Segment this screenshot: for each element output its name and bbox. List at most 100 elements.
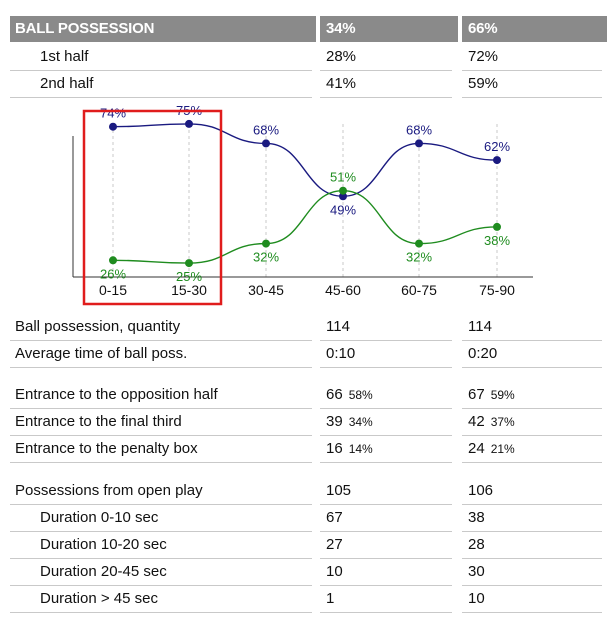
divider — [462, 612, 602, 613]
stat-label: Entrance to the penalty box — [15, 440, 198, 457]
stat-team2-value: 106 — [468, 482, 494, 499]
data-point — [185, 119, 193, 128]
divider — [462, 408, 602, 409]
data-point — [109, 122, 117, 131]
stat-team1-value: 66 — [326, 386, 343, 403]
stat-team2-cell: 24 21% — [468, 436, 515, 462]
stat-team1-percent: 58% — [348, 388, 373, 402]
data-label: 68% — [253, 122, 279, 137]
stat-team1-cell: 27 — [326, 532, 343, 558]
divider — [10, 367, 312, 368]
stat-label: Duration 20-45 sec — [40, 563, 167, 580]
x-tick-label: 15-30 — [171, 282, 207, 298]
data-point — [493, 156, 501, 165]
stat-team2-cell: 42 37% — [468, 409, 515, 435]
stat-team1-cell: 0:10 — [326, 341, 355, 367]
stat-team2-value: 114 — [468, 318, 492, 335]
stat-row: Duration 10-20 sec 27 28 — [0, 532, 613, 558]
header-title: BALL POSSESSION — [15, 20, 155, 37]
stat-team1-value: 16 — [326, 440, 343, 457]
stat-row: Duration > 45 sec 1 10 — [0, 586, 613, 612]
data-label: 26% — [100, 266, 126, 281]
divider — [462, 435, 602, 436]
stat-team1-percent: 34% — [348, 415, 373, 429]
divider — [462, 504, 602, 505]
divider — [10, 97, 312, 98]
stat-team1-cell: 1 — [326, 586, 334, 612]
divider — [10, 340, 312, 341]
divider — [320, 367, 452, 368]
x-tick-label: 0-15 — [99, 282, 127, 298]
divider — [462, 70, 602, 71]
data-point — [185, 259, 193, 268]
stat-team2-percent: 21% — [490, 442, 515, 456]
stat-row: Entrance to the penalty box 16 14% 24 21% — [0, 436, 613, 462]
stat-label: Possessions from open play — [15, 482, 203, 499]
series-line — [112, 123, 498, 197]
divider — [320, 435, 452, 436]
header-team1-cell: 34% — [320, 16, 458, 42]
stat-team1-cell: 16 14% — [326, 436, 373, 462]
stat-team2-cell: 114 — [468, 314, 492, 340]
divider — [462, 367, 602, 368]
stat-team1-value: 27 — [326, 536, 343, 553]
stat-team2-cell: 30 — [468, 559, 485, 585]
divider — [462, 558, 602, 559]
data-label: 51% — [330, 170, 356, 185]
data-label: 25% — [176, 269, 202, 284]
half-row-1: 1st half 28% 72% — [0, 44, 613, 70]
data-point — [415, 139, 423, 148]
data-label: 32% — [253, 250, 279, 265]
stat-team2-cell: 28 — [468, 532, 485, 558]
divider — [320, 408, 452, 409]
x-tick-label: 60-75 — [401, 282, 437, 298]
series-line — [112, 190, 498, 264]
stat-row: Duration 20-45 sec 10 30 — [0, 559, 613, 585]
data-label: 68% — [406, 122, 432, 137]
divider — [10, 504, 312, 505]
stat-team1-percent: 14% — [348, 442, 373, 456]
data-point — [493, 222, 501, 231]
divider — [10, 585, 312, 586]
stat-team2-value: 0:20 — [468, 345, 498, 362]
data-point — [339, 186, 347, 195]
divider — [320, 340, 452, 341]
divider — [462, 531, 602, 532]
stat-label: Entrance to the opposition half — [15, 386, 218, 403]
x-tick-label: 75-90 — [479, 282, 515, 298]
stat-team1-cell: 67 — [326, 505, 343, 531]
divider — [320, 585, 452, 586]
x-tick-label: 45-60 — [325, 282, 361, 298]
stat-team2-cell: 106 — [468, 478, 493, 504]
divider — [10, 612, 312, 613]
stat-team2-value: 38 — [468, 509, 485, 526]
divider — [320, 531, 452, 532]
stat-row: Entrance to the opposition half 66 58% 67 59… — [0, 382, 613, 408]
stat-label: Ball possession, quantity — [15, 318, 181, 335]
stat-team1-value: 1 — [326, 590, 335, 607]
data-label: 32% — [406, 250, 432, 265]
x-tick-label: 30-45 — [248, 282, 284, 298]
stat-team2-percent: 59% — [490, 388, 515, 402]
divider — [462, 462, 602, 463]
half-label: 1st half — [40, 48, 89, 65]
data-point — [262, 239, 270, 248]
stat-team2-value: 24 — [468, 440, 485, 457]
stat-team2-percent: 37% — [490, 415, 515, 429]
header-title-cell: BALL POSSESSION — [10, 16, 316, 42]
divider — [320, 97, 452, 98]
divider — [320, 612, 452, 613]
stat-row: Average time of ball poss. 0:10 0:20 — [0, 341, 613, 367]
stat-team2-value: 42 — [468, 413, 485, 430]
stat-team2-value: 67 — [468, 386, 485, 403]
stat-row: Ball possession, quantity 114 114 — [0, 314, 613, 340]
stat-team1-value: 39 — [326, 413, 343, 430]
stat-row: Entrance to the final third 39 34% 42 37% — [0, 409, 613, 435]
stat-label: Duration 0-10 sec — [40, 509, 159, 526]
stat-label: Duration > 45 sec — [40, 590, 158, 607]
stat-team2-value: 28 — [468, 536, 485, 553]
divider — [10, 558, 312, 559]
stat-label: Average time of ball poss. — [15, 345, 188, 362]
stat-label: Duration 10-20 sec — [40, 536, 167, 553]
stat-team1-value: 10 — [326, 563, 343, 580]
